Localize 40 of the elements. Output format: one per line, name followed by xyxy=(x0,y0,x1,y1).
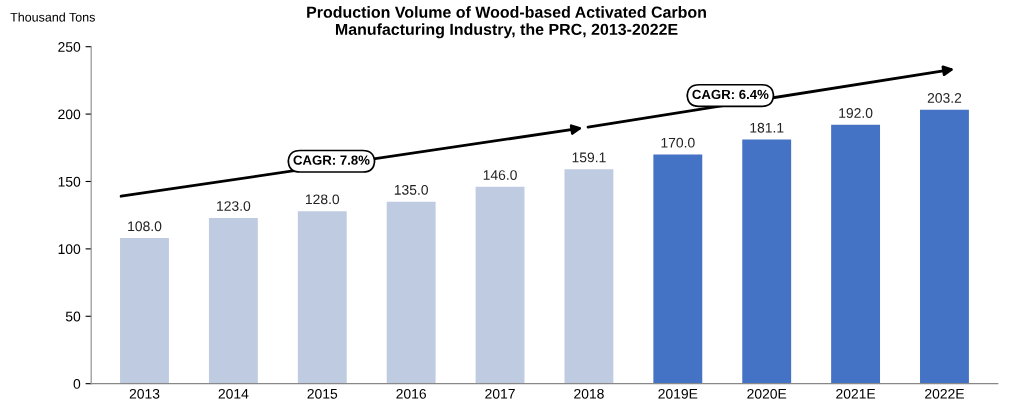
x-tick-label: 2014 xyxy=(218,388,249,399)
data-label: 123.0 xyxy=(217,201,251,211)
x-tick-label: 2015 xyxy=(307,388,338,399)
x-tick-label: 2019E xyxy=(658,388,698,399)
x-tick-label: 2022E xyxy=(925,388,964,399)
data-label: 108.0 xyxy=(128,221,162,232)
y-axis-title: Thousand Tons xyxy=(10,12,95,22)
bar xyxy=(386,201,436,384)
bar xyxy=(742,139,792,384)
data-label: 203.2 xyxy=(927,93,962,103)
bar xyxy=(475,186,525,384)
bar xyxy=(831,124,881,384)
x-tick-label: 2020E xyxy=(747,388,787,399)
data-label: 159.1 xyxy=(572,152,606,163)
data-label: 146.0 xyxy=(483,170,517,180)
data-label: 181.1 xyxy=(750,122,784,133)
bar xyxy=(208,217,258,384)
x-tick-label: 2017 xyxy=(485,388,515,399)
data-label: 170.0 xyxy=(661,137,695,148)
data-label: 135.0 xyxy=(394,184,428,195)
y-tick-label: 200 xyxy=(58,109,81,120)
bar xyxy=(653,154,703,384)
y-tick-label: 0 xyxy=(73,379,81,389)
bar xyxy=(297,211,347,384)
data-label: 192.0 xyxy=(839,108,873,118)
x-tick-label: 2013 xyxy=(129,388,160,399)
data-label: 128.0 xyxy=(305,194,340,205)
chart-title: Production Volume of Wood-based Activated Carbon Manufacturing Industry, the PRC, 2013-2022E xyxy=(307,6,706,39)
y-tick-label: 100 xyxy=(58,244,81,255)
x-tick-label: 2016 xyxy=(396,388,426,399)
bar xyxy=(120,238,169,384)
annotation: CAGR: 7.8% xyxy=(293,155,370,165)
y-tick-label: 150 xyxy=(58,176,81,187)
bar xyxy=(564,169,614,384)
annotation: CAGR: 6.4% xyxy=(692,89,769,100)
bar xyxy=(920,109,969,384)
y-tick-label: 50 xyxy=(65,311,81,322)
x-tick-label: 2018 xyxy=(574,388,604,399)
y-tick-label: 250 xyxy=(58,42,81,52)
x-tick-label: 2021E xyxy=(836,388,876,399)
